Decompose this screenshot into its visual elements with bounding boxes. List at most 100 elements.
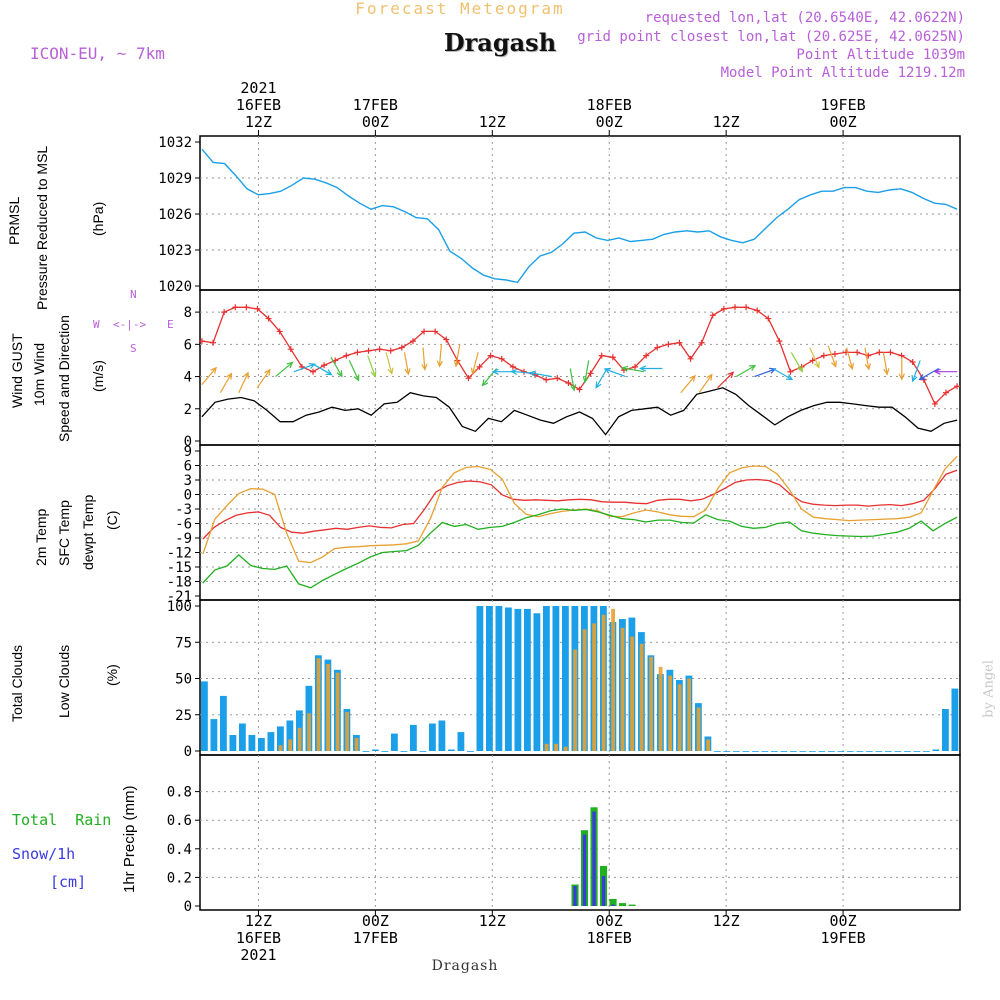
total-cloud-bar	[723, 751, 731, 752]
wind-gust-marker	[654, 344, 661, 351]
y-tick-label: 0.8	[167, 785, 192, 801]
x-tick-label-top: 00Z	[362, 113, 389, 131]
wind-arrow-head	[387, 367, 394, 375]
wind-arrow-shaft	[717, 371, 734, 389]
wind-gust-marker	[354, 349, 361, 356]
wind-gust-marker	[265, 315, 272, 322]
total-cloud-bar	[372, 749, 379, 751]
total-cloud-bar	[457, 732, 465, 751]
wind-gust-marker	[609, 354, 616, 361]
wind-arrow-head	[243, 371, 249, 379]
low-cloud-bar	[630, 636, 634, 751]
total-cloud-bar	[828, 751, 835, 752]
x-tick-label-top: 12Z	[479, 113, 506, 131]
low-cloud-bar	[345, 711, 349, 751]
total-cloud-bar	[875, 751, 883, 752]
snow-bar	[601, 876, 606, 906]
wind-gust-marker	[243, 304, 250, 311]
wind-arrow-head	[595, 381, 602, 389]
wind-arrow-head	[814, 361, 820, 369]
x-tick-label-bottom: 00Z	[830, 912, 857, 930]
total-cloud-bar	[495, 606, 503, 751]
wind-arrow-head	[453, 360, 460, 368]
low-cloud-bar	[582, 629, 587, 751]
wind-arrow	[312, 363, 333, 376]
wind-arrow-head	[582, 376, 589, 384]
low-cloud-bar	[658, 666, 663, 751]
low-cloud-bar	[554, 743, 558, 752]
y-tick-label: 1029	[158, 171, 192, 187]
wind-arrow-shaft	[471, 352, 479, 374]
total-cloud-bar	[894, 751, 902, 752]
wind-gust-marker	[598, 352, 605, 359]
panel-frame-pressure	[199, 135, 961, 291]
total-cloud-bar	[220, 695, 227, 751]
wind-arrow-head	[864, 363, 871, 371]
total-cloud-bar	[362, 751, 370, 752]
x-tick-label-bottom: 19FEB	[820, 929, 865, 947]
wind-arrow-shaft	[238, 372, 249, 393]
wind-gust-marker	[287, 346, 294, 353]
wind-arrow-head	[797, 365, 803, 373]
total-cloud-bar	[286, 720, 294, 751]
wind-arrow-shaft	[680, 375, 696, 394]
wind-arrow	[201, 366, 217, 385]
total-cloud-bar	[809, 751, 816, 752]
wind-gust-marker	[765, 315, 772, 322]
wind-arrow-head	[336, 370, 343, 378]
wind-arrow	[809, 347, 820, 369]
precip-label-unit: [cm]	[50, 873, 87, 891]
wind-arrow	[882, 352, 890, 376]
total-cloud-bar	[742, 751, 750, 752]
y-tick-label: 8	[184, 305, 192, 321]
total-cloud-bar	[733, 751, 740, 752]
low-cloud-bar	[706, 739, 710, 751]
wind-arrow	[827, 345, 837, 368]
low-cloud-bar	[307, 713, 311, 751]
y-tick-label: 9	[184, 444, 192, 460]
panel-frame-clouds	[199, 599, 961, 756]
wind-gust-marker	[554, 375, 561, 382]
wind-arrow	[453, 344, 461, 368]
x-tick-label-bottom: 18FEB	[587, 929, 632, 947]
wind-gust-marker	[720, 305, 727, 312]
x-tick-label-top: 18FEB	[587, 96, 632, 114]
low-cloud-bar	[563, 746, 568, 751]
wind-gust-marker	[942, 389, 949, 396]
wind-arrow	[275, 361, 294, 378]
wind-arrow-head	[847, 362, 854, 371]
wind-arrow-head	[421, 363, 428, 371]
y-tick-label: -9	[175, 531, 192, 547]
total-cloud-bar	[771, 751, 778, 752]
wind-arrow-head	[286, 361, 294, 369]
wind-gust-marker	[632, 363, 639, 370]
wind-arrow-head	[370, 370, 377, 378]
y-tick-label: 2	[184, 402, 192, 418]
wind-arrow-shaft	[256, 369, 271, 389]
total-cloud-bar	[552, 606, 560, 751]
wind-arrow	[735, 364, 757, 378]
wind-gust-marker	[276, 328, 283, 335]
wind-arrow-head	[883, 368, 890, 376]
y-tick-label: -12	[167, 546, 192, 562]
footer-location: Dragash	[431, 958, 499, 974]
snow-bar	[573, 886, 577, 906]
y-tick-label: 1032	[158, 135, 192, 151]
y-tick-label: 3	[184, 473, 192, 489]
wind-arrow-shaft	[595, 368, 608, 388]
wind-arrow	[421, 347, 428, 371]
wind-gust-marker	[854, 349, 861, 356]
total-cloud-bar	[248, 735, 256, 751]
low-cloud-bar	[544, 743, 549, 752]
y-tick-label: 6	[184, 337, 192, 353]
wind-arrow-shaft	[846, 347, 853, 369]
wind-arrow	[698, 373, 713, 394]
total-cloud-bar	[391, 733, 398, 751]
wind-arrow	[898, 357, 905, 381]
total-cloud-bar	[562, 606, 569, 751]
wind-gust-marker	[643, 352, 650, 359]
wind-gust-marker	[698, 339, 705, 346]
y-tick-label: -15	[167, 560, 192, 576]
wind-gust-marker	[576, 386, 583, 393]
y-tick-label: -21	[167, 589, 192, 605]
